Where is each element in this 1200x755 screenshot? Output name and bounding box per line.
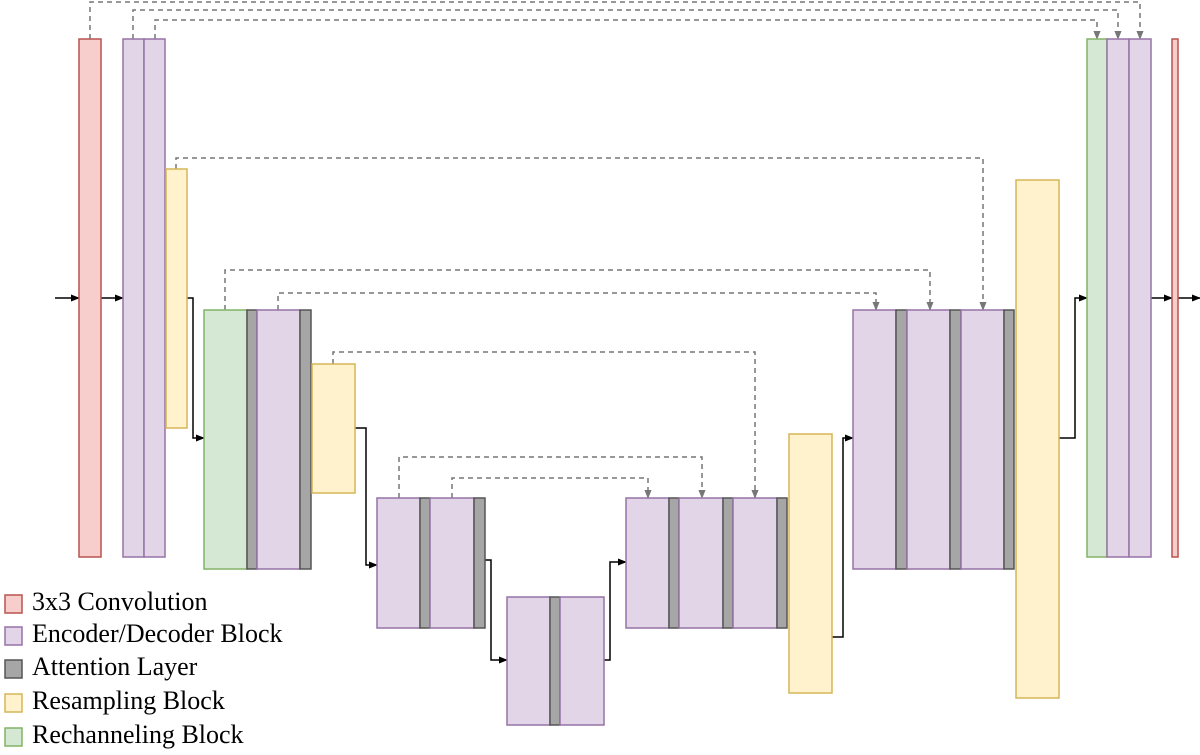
encoder-decoder-block <box>506 596 551 726</box>
attention-layer <box>668 497 680 629</box>
skip-connection <box>398 456 706 499</box>
encoder-decoder-block <box>143 38 166 558</box>
legend-label: Attention Layer <box>32 652 198 681</box>
resampling-block <box>311 363 356 494</box>
attention-layer <box>4 659 23 679</box>
encoder-decoder-block <box>376 497 421 629</box>
attention-layer <box>246 309 258 570</box>
resampling-block <box>165 168 188 429</box>
attention-layer <box>776 497 788 629</box>
legend: 3x3 Convolution Encoder/Decoder Block At… <box>32 587 283 749</box>
skip-connection <box>451 477 652 499</box>
legend-label: 3x3 Convolution <box>32 587 208 616</box>
skip-connection <box>175 157 987 311</box>
encoder-decoder-block <box>1106 38 1130 558</box>
encoder-decoder-block <box>678 497 724 629</box>
skip-connection <box>332 351 759 499</box>
resampling-block <box>4 693 23 713</box>
flow-arrow <box>485 559 508 664</box>
encoder-decoder-block <box>1128 38 1152 558</box>
encoder-decoder-block <box>852 309 897 570</box>
flow-arrows <box>55 294 1200 664</box>
skip-connection <box>154 19 1101 40</box>
flow-arrow <box>832 434 854 638</box>
encoder-decoder-block <box>4 626 23 646</box>
skip-connections <box>89 1 1144 499</box>
attention-layer <box>1003 309 1015 570</box>
attention-layer <box>949 309 962 570</box>
skip-connection <box>224 269 934 311</box>
attention-layer <box>722 497 734 629</box>
encoder-decoder-block <box>122 38 145 558</box>
encoder-decoder-block <box>906 309 951 570</box>
legend-label: Resampling Block <box>32 686 225 715</box>
resampling-block <box>788 433 833 694</box>
flow-arrow <box>604 558 627 661</box>
flow-arrow <box>187 297 205 442</box>
skip-connection <box>277 292 880 311</box>
conv-block <box>1171 38 1179 558</box>
encoder-decoder-block <box>559 596 605 726</box>
flow-arrow <box>1059 294 1088 439</box>
attention-layer <box>419 497 431 629</box>
conv-block <box>78 38 102 558</box>
conv-block <box>4 594 23 614</box>
encoder-decoder-block <box>429 497 475 629</box>
rechanneling-block <box>203 309 248 570</box>
encoder-decoder-block <box>732 497 778 629</box>
attention-layer <box>549 596 561 726</box>
resampling-block <box>1015 179 1060 699</box>
attention-layer <box>299 309 312 570</box>
encoder-decoder-block <box>960 309 1005 570</box>
encoder-decoder-block <box>625 497 670 629</box>
blocks <box>4 38 1179 747</box>
attention-layer <box>473 497 486 629</box>
skip-connection <box>89 1 1144 40</box>
legend-label: Encoder/Decoder Block <box>32 619 283 648</box>
rechanneling-block <box>4 727 23 747</box>
rechanneling-block <box>1086 38 1108 558</box>
encoder-decoder-block <box>256 309 301 570</box>
flow-arrow <box>355 427 378 569</box>
attention-layer <box>895 309 908 570</box>
legend-label: Rechanneling Block <box>32 720 244 749</box>
skip-connection <box>132 9 1122 40</box>
